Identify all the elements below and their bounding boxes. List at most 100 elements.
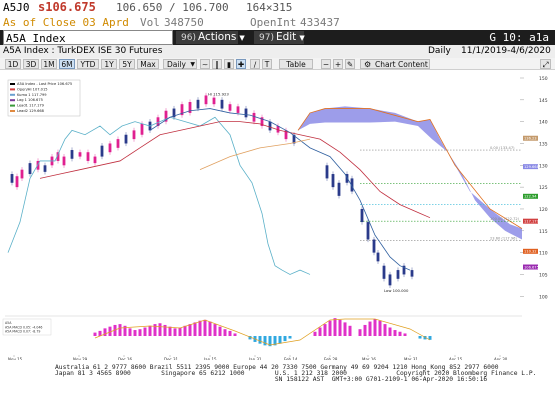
macd-histogram-bar [278,336,282,344]
zoom-in-icon[interactable]: + [333,59,343,69]
macd-histogram-bar [98,330,102,336]
chart-title: A5A Index : TurkDEX ISE 30 Futures [3,46,163,56]
macd-histogram-bar [263,336,267,346]
macd-histogram-bar [393,330,397,336]
candle-body [402,265,406,275]
crosshair-icon[interactable]: ✚ [236,59,246,69]
legend-swatch [10,83,15,85]
legend-swatch [10,93,15,96]
macd-histogram-bar [148,325,152,336]
macd-histogram-bar [108,326,112,336]
candle-body [172,108,176,118]
price-tag [523,248,538,254]
macd-histogram-bar [203,319,207,336]
macd-legend-entry: A5A MACD 0.07: -8.79 [5,330,40,334]
candle-body [116,139,120,148]
x-tick-label: Mar 31 [404,357,418,360]
candle-chart-icon[interactable]: ▮ [224,59,234,69]
period-max-button[interactable]: Max [137,59,159,69]
candle-body [180,104,184,116]
y-tick-label: 120 [539,207,548,213]
frequency-label: Daily [167,60,186,69]
x-tick-label: Dec 16 [118,357,133,360]
candle-body [164,110,168,122]
x-tick-label: Feb 28 [324,357,338,360]
macd-histogram-bar [158,323,162,336]
text-tool-icon[interactable]: T [262,59,272,69]
chart-content-label: Chart Content [375,60,428,69]
open-interest-value: 433437 [300,16,340,29]
date-range: 11/1/2019-4/6/2020 [461,46,551,56]
y-tick-label: 110 [539,251,548,257]
line-chart-icon[interactable]: ∼ [200,59,210,69]
macd-histogram-bar [258,336,262,344]
candle-body [100,145,104,157]
macd-histogram-bar [213,324,217,336]
macd-histogram-bar [178,327,182,336]
x-tick-label: Apr 15 [449,357,463,360]
candle-body [212,97,216,105]
macd-histogram-bar [423,336,427,340]
candle-body [204,95,208,105]
candle-body [70,150,74,159]
high-annotation: Hi 115.923 [208,91,229,96]
price-tag-label: 110.32 [524,250,537,254]
legend-entry: Kumo 1 117.799 [17,93,47,97]
candle-body [372,239,376,253]
macd-histogram-bar [288,336,292,339]
price-tag-label: 129.668 [524,165,540,169]
period-6m-button[interactable]: 6M [59,59,75,69]
candle-body [28,163,32,175]
edit-menu[interactable]: 97) Edit ▼ [254,31,305,44]
candle-body [86,152,90,161]
actions-menu[interactable]: 96) Actions ▼ [176,31,245,44]
candle-body [36,160,40,170]
candle-body [124,134,128,144]
x-tick-label: Dec 31 [164,357,179,360]
zoom-out-icon[interactable]: − [321,59,331,69]
legend-box [7,79,81,117]
footer-line-1: Australia 61 2 9777 8600 Brazil 5511 239… [55,364,499,371]
candle-body [188,102,192,113]
candle-body [140,123,144,135]
period-3d-button[interactable]: 3D [23,59,39,69]
macd-histogram-bar [223,329,227,336]
chart-content-button[interactable]: ⚙ Chart Content [360,59,430,69]
period-1d-button[interactable]: 1D [5,59,21,69]
period-1m-button[interactable]: 1M [41,59,57,69]
price-tag [523,218,538,224]
draw-line-icon[interactable]: ∕ [250,59,260,69]
security-input[interactable]: A5A Index [3,30,173,45]
y-tick-label: 140 [539,120,548,126]
candle-body [132,130,136,140]
candle-body [220,99,224,109]
candle-body [20,169,24,179]
period-ytd-button[interactable]: YTD [77,59,99,69]
highlight-icon[interactable]: ✎ [345,59,355,69]
chart-title-bar: A5A Index : TurkDEX ISE 30 Futures Daily… [0,45,555,58]
macd-histogram-bar [93,332,97,336]
table-button[interactable]: Table [279,59,313,69]
x-tick-label: Feb 14 [284,357,298,360]
legend-swatch [10,88,15,91]
base-line [39,121,431,219]
macd-histogram-bar [328,320,332,336]
macd-histogram-bar [198,320,202,336]
candle-body [260,117,264,127]
bar-chart-icon[interactable]: ‖ [212,59,222,69]
volume-label: Vol [140,16,160,29]
legend-entry: Lead2 129.668 [17,109,45,113]
expand-icon[interactable]: ⤢ [540,59,551,69]
legend-swatch [10,104,15,107]
bid-ask-size: 164×315 [246,1,293,14]
period-1y-button[interactable]: 1Y [101,59,117,69]
candle-body [410,270,414,277]
macd-histogram-bar [118,324,122,336]
macd-histogram-bar [358,329,362,336]
fibonacci-label: 23.60 (117.96) [490,236,517,240]
period-5y-button[interactable]: 5Y [119,59,135,69]
macd-histogram-bar [318,327,322,336]
frequency-dropdown[interactable]: Daily ▼ [163,59,197,69]
macd-legend-entry: A5A [5,321,12,325]
macd-histogram-bar [173,328,177,336]
